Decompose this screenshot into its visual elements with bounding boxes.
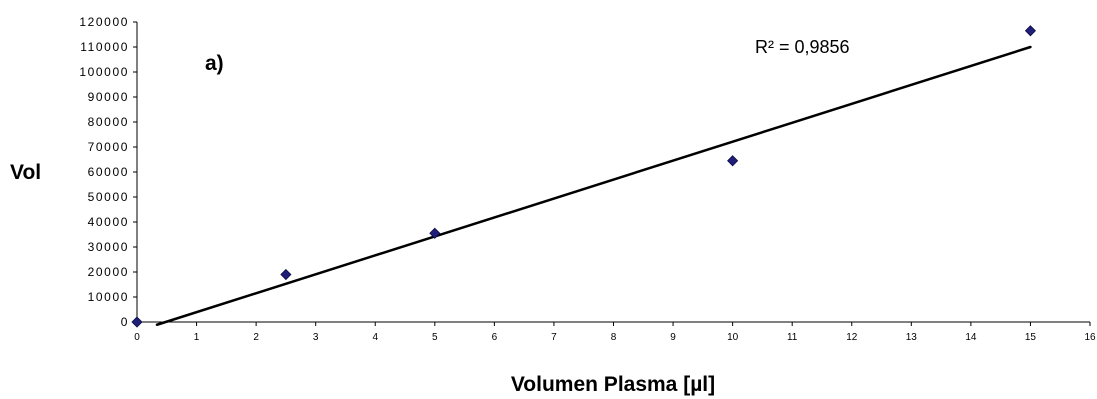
data-point: [131, 316, 143, 328]
y-tick-label: 40000: [88, 215, 129, 229]
y-tick-label: 120000: [79, 15, 129, 29]
x-tick-label: 14: [965, 332, 977, 343]
y-tick-label: 100000: [79, 65, 129, 79]
y-tick-label: 110000: [80, 40, 129, 54]
y-tick-label: 80000: [88, 115, 129, 129]
y-tick-label: 30000: [88, 240, 129, 254]
trendline-line: [155, 45, 1032, 326]
x-tick-label: 6: [492, 332, 498, 343]
r-squared-annotation: R² = 0,9856: [755, 37, 850, 57]
y-tick-label: 20000: [88, 265, 129, 279]
x-tick-label: 1: [194, 332, 200, 343]
trendline: [155, 45, 1032, 326]
y-tick-label: 90000: [88, 90, 129, 104]
x-axis-label: Volumen Plasma [µl]: [511, 373, 715, 396]
y-tick-label: 0: [121, 315, 129, 329]
x-tick-label: 2: [253, 332, 259, 343]
data-point: [1024, 25, 1037, 37]
x-tick-label: 10: [727, 332, 739, 343]
x-tick-label: 4: [372, 332, 378, 343]
data-point: [727, 155, 739, 167]
x-tick-label: 9: [670, 332, 676, 343]
x-tick-label: 11: [787, 332, 798, 343]
x-tick-label: 5: [432, 332, 438, 343]
data-point: [429, 227, 441, 239]
x-tick-label: 15: [1025, 332, 1037, 343]
y-axis: 0 10000 20000 30000 40000 50000 60000 70000 8000…: [79, 15, 138, 329]
x-axis: 0 1 2 3 4 5 6 7 8 9 10 11 12 13 14 15 16: [134, 321, 1096, 343]
x-tick-label: 3: [313, 332, 319, 343]
x-tick-label: 12: [846, 332, 858, 343]
x-tick-label: 7: [551, 332, 557, 343]
y-axis-label: Vol: [10, 161, 41, 184]
y-tick-label: 70000: [88, 140, 129, 154]
y-tick-label: 60000: [88, 165, 129, 179]
x-tick-label: 13: [906, 332, 918, 343]
x-tick-label: 0: [134, 332, 140, 343]
y-tick-label: 50000: [88, 190, 129, 204]
x-tick-label: 16: [1084, 332, 1096, 343]
panel-label: a): [205, 52, 224, 75]
data-point: [280, 268, 292, 281]
x-tick-label: 8: [611, 332, 617, 343]
data-points: [131, 25, 1037, 328]
y-tick-label: 10000: [88, 290, 129, 304]
